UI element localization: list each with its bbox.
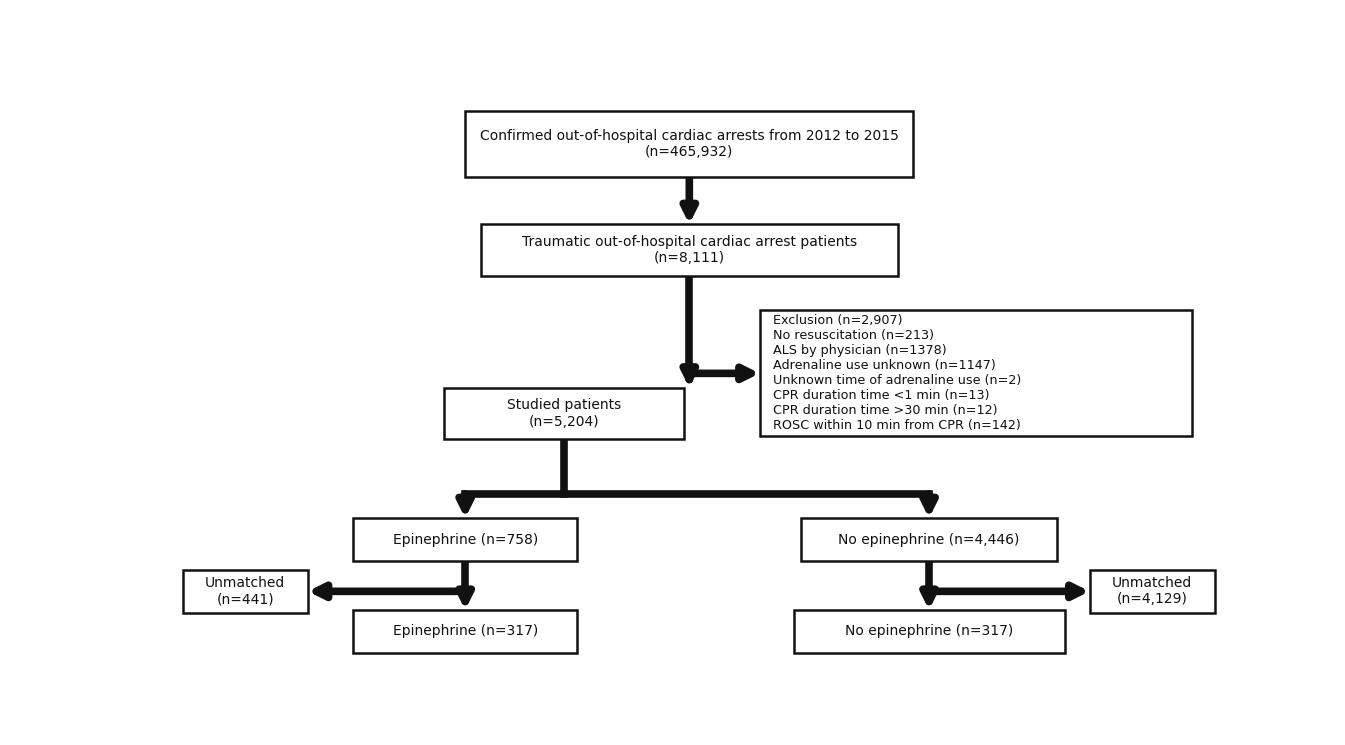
- FancyBboxPatch shape: [465, 111, 913, 177]
- Text: Exclusion (n=2,907)
No resuscitation (n=213)
ALS by physician (n=1378)
Adrenalin: Exclusion (n=2,907) No resuscitation (n=…: [773, 314, 1021, 432]
- Text: Traumatic out-of-hospital cardiac arrest patients
(n=8,111): Traumatic out-of-hospital cardiac arrest…: [522, 235, 857, 265]
- Text: Confirmed out-of-hospital cardiac arrests from 2012 to 2015
(n=465,932): Confirmed out-of-hospital cardiac arrest…: [480, 129, 898, 159]
- FancyBboxPatch shape: [354, 519, 577, 561]
- FancyBboxPatch shape: [444, 387, 685, 440]
- Text: No epinephrine (n=317): No epinephrine (n=317): [845, 624, 1013, 638]
- Text: Studied patients
(n=5,204): Studied patients (n=5,204): [507, 399, 621, 428]
- Text: No epinephrine (n=4,446): No epinephrine (n=4,446): [838, 533, 1020, 547]
- FancyBboxPatch shape: [794, 610, 1065, 653]
- FancyBboxPatch shape: [802, 519, 1057, 561]
- FancyBboxPatch shape: [760, 310, 1192, 437]
- Text: Epinephrine (n=758): Epinephrine (n=758): [393, 533, 538, 547]
- Text: Unmatched
(n=441): Unmatched (n=441): [206, 576, 285, 606]
- Text: Epinephrine (n=317): Epinephrine (n=317): [393, 624, 538, 638]
- FancyBboxPatch shape: [183, 570, 308, 613]
- FancyBboxPatch shape: [354, 610, 577, 653]
- Text: Unmatched
(n=4,129): Unmatched (n=4,129): [1112, 576, 1192, 606]
- FancyBboxPatch shape: [482, 224, 897, 276]
- FancyBboxPatch shape: [1089, 570, 1215, 613]
